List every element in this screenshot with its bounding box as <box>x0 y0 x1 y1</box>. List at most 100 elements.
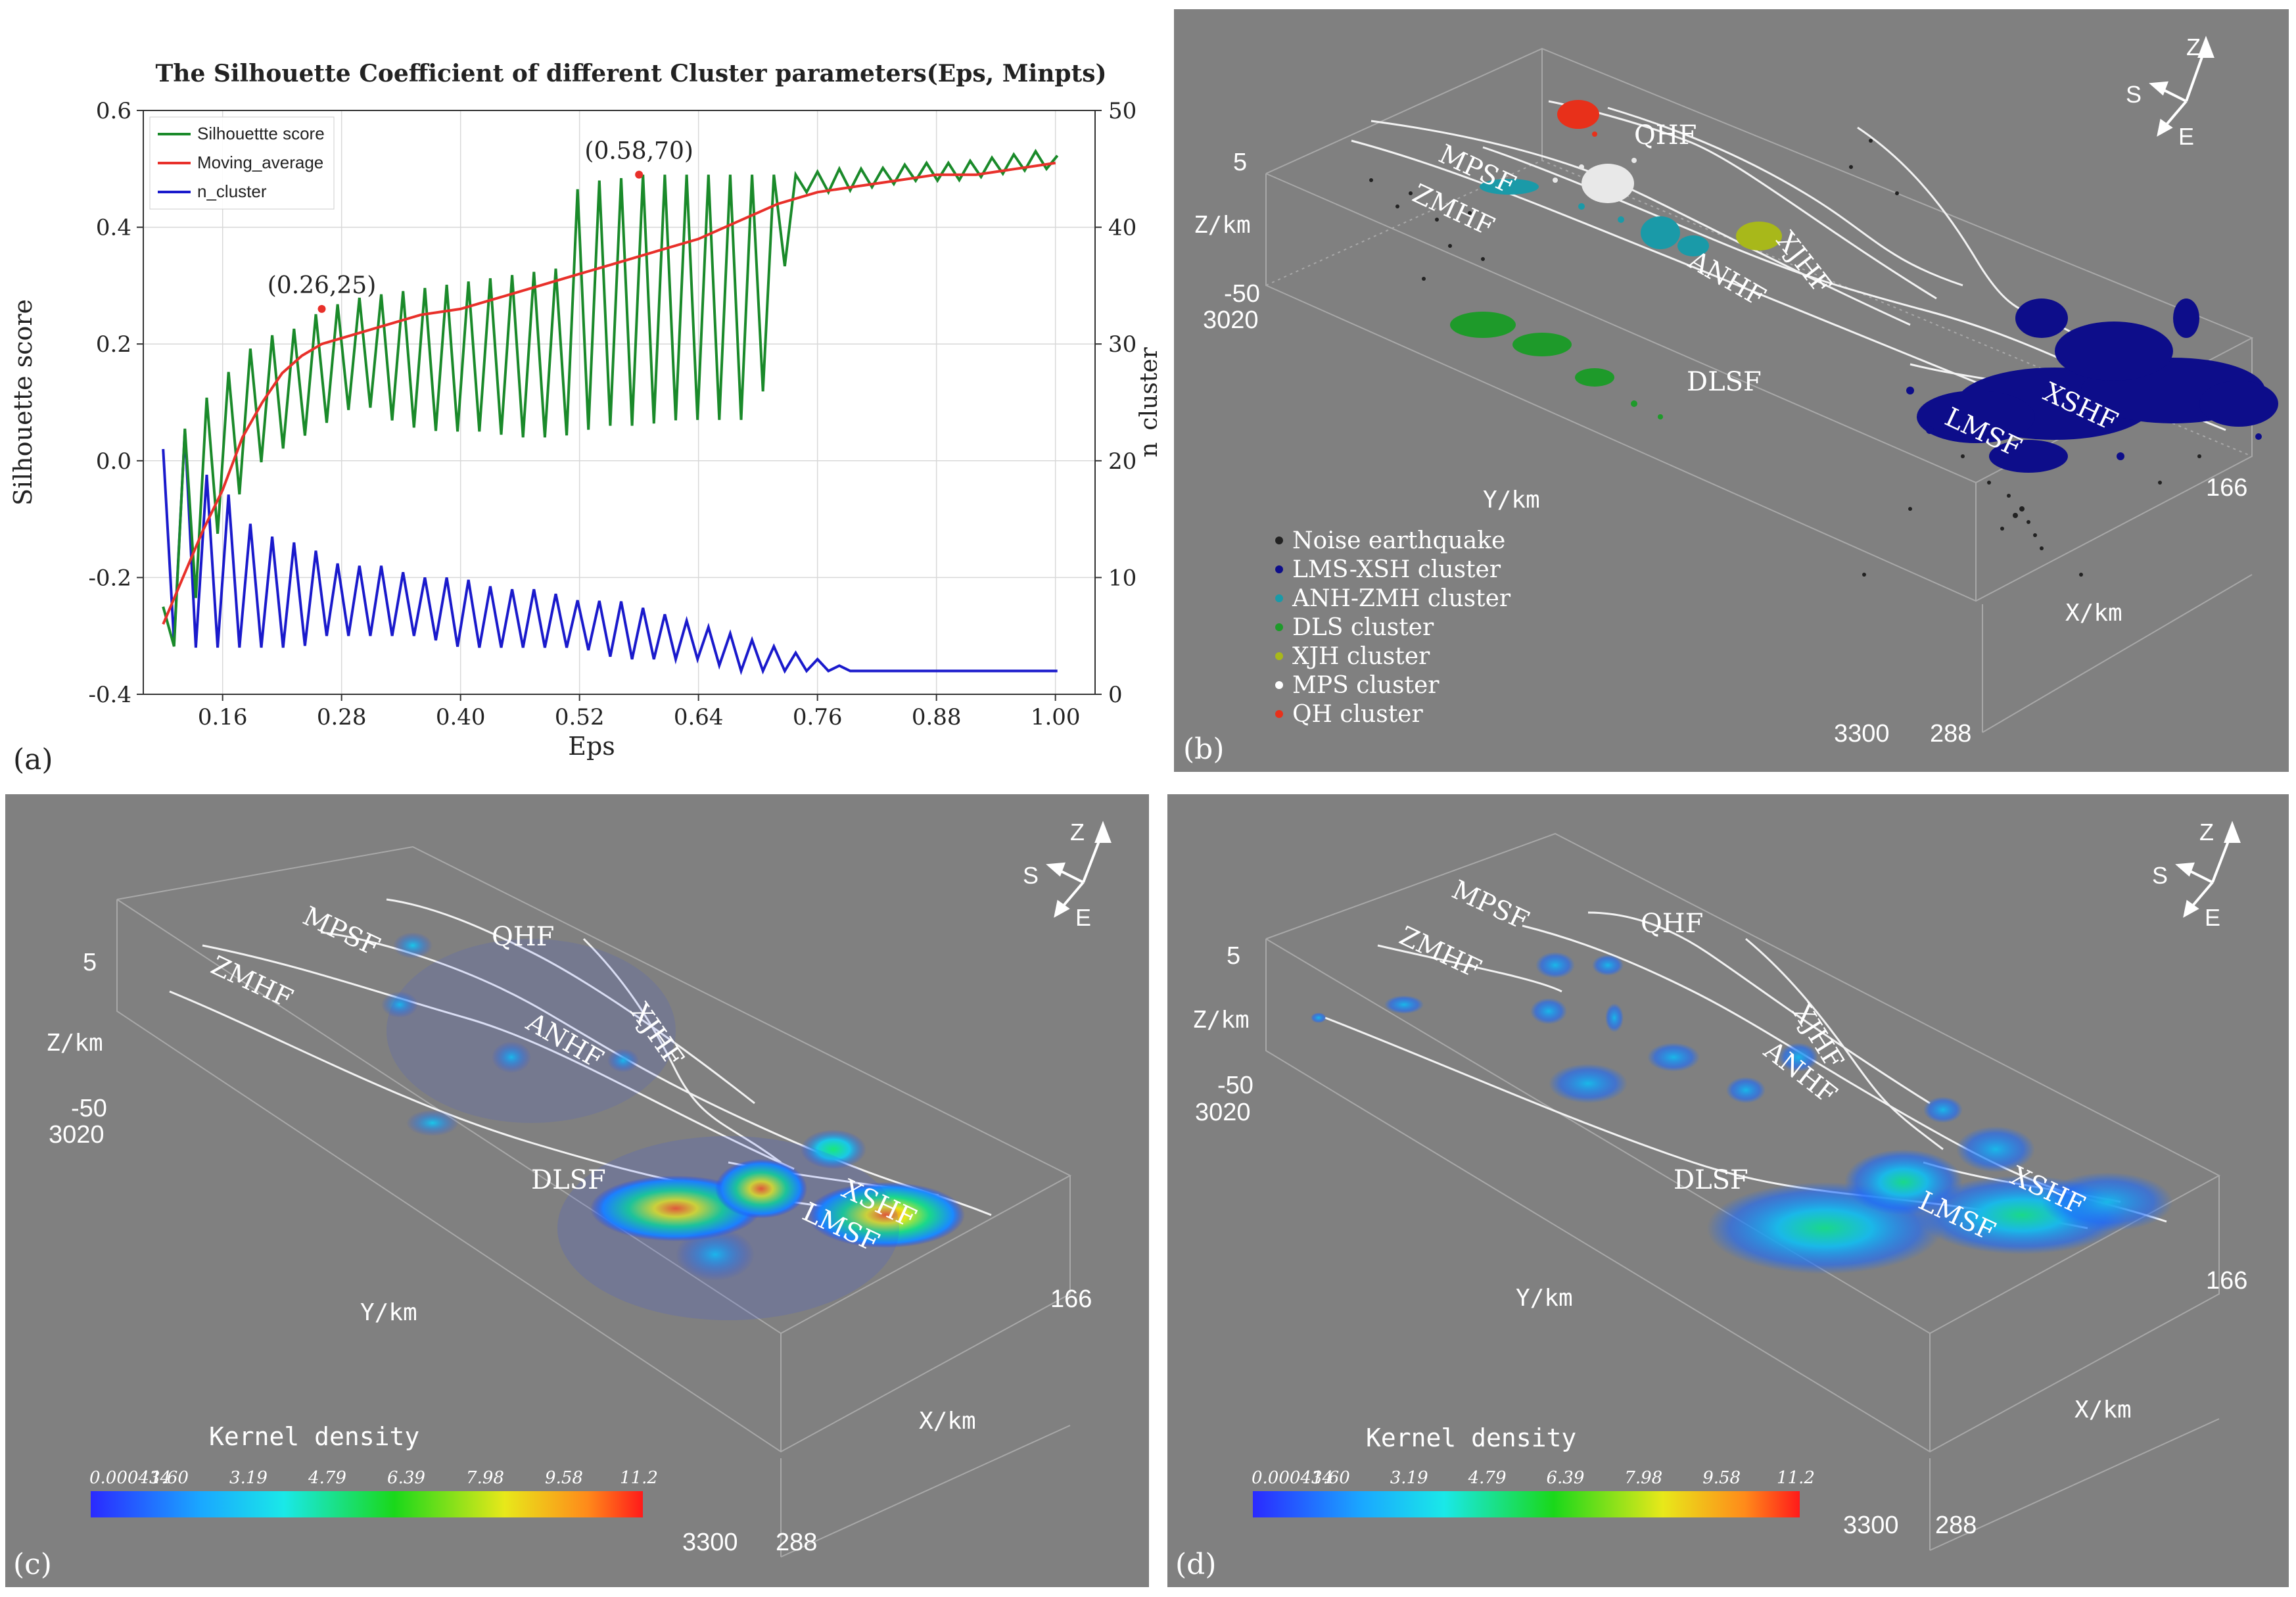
y-tick-label: 0.4 <box>96 215 131 241</box>
x-tick-label: 1.00 <box>1031 704 1081 730</box>
fault-label: DLSF <box>1674 1165 1748 1195</box>
y-axis-left: -0.4 -0.2 0.0 0.2 0.4 0.6 <box>88 98 143 708</box>
annotation-label: (0.26,25) <box>268 272 377 299</box>
compass-z: Z <box>1070 819 1085 846</box>
compass-e: E <box>2205 904 2220 931</box>
x-tick-label: 0.28 <box>317 704 367 730</box>
colorbar-tick-label: 4.79 <box>308 1468 346 1488</box>
colorbar-tick-label: 9.58 <box>545 1468 583 1488</box>
colorbar-gradient <box>91 1491 643 1517</box>
axis-tick-labels: 5 Z/km -50 3020 Y/km X/km 166 3300 288 <box>46 949 1092 1556</box>
y-tick-start: 3020 <box>1203 306 1259 334</box>
y2-tick-label: 10 <box>1108 565 1136 591</box>
colorbar-tick-label: 7.98 <box>466 1468 504 1488</box>
y2-axis-label: n_cluster <box>1136 346 1157 457</box>
cluster-anh-zmh <box>1480 179 1709 256</box>
legend-marker <box>1275 623 1283 631</box>
y2-tick-label: 30 <box>1108 331 1136 358</box>
legend-entry: XJH cluster <box>1292 643 1430 670</box>
legend-marker <box>1275 536 1283 544</box>
compass-z: Z <box>2186 34 2201 60</box>
fault-label: DLSF <box>1687 367 1762 397</box>
y2-tick-label: 0 <box>1108 682 1123 708</box>
bounding-box <box>116 846 1072 1558</box>
fault-label: QHF <box>1634 120 1697 151</box>
axis-tick-labels: 5 Z/km -50 3020 Y/km X/km 166 3300 288 <box>1194 149 2247 748</box>
colorbar-tick-label: 1.60 <box>1312 1468 1350 1488</box>
fault-label: MPSF <box>1447 874 1534 936</box>
y-tick-end: 3300 <box>682 1529 738 1556</box>
y-axis-label: Y/km <box>360 1299 417 1326</box>
legend: Silhouettte score Moving_average n_clust… <box>149 116 335 210</box>
x-tick-label: 0.52 <box>555 704 605 730</box>
colorbar-tick-label: 0.000434 <box>89 1468 171 1488</box>
colorbar-tick-label: 3.19 <box>1390 1468 1428 1488</box>
kernel-density-volume-view: MPSF QHF ZMHF ANHF XJHF DLSF XSHF LMSF 5… <box>1175 819 2247 1581</box>
y-tick-label: -0.4 <box>88 682 131 708</box>
fault-label: QHF <box>1641 909 1703 939</box>
annotation-marker <box>317 304 326 313</box>
orientation-compass: Z S E <box>2152 819 2241 931</box>
compass-e: E <box>1075 904 1091 931</box>
panel-letter: (b) <box>1183 732 1225 766</box>
panel-letter: (c) <box>13 1548 52 1581</box>
y2-tick-label: 20 <box>1108 448 1136 475</box>
colorbar-tick-label: 11.2 <box>620 1468 658 1488</box>
y-tick-label: -0.2 <box>88 565 131 591</box>
silhouette-chart: The Silhouette Coefficient of different … <box>9 60 1163 776</box>
x-tick-end: 166 <box>1050 1285 1092 1313</box>
y-axis-label: Silhouette score <box>9 299 37 506</box>
legend-entry: Noise earthquake <box>1292 527 1505 554</box>
annotation-label: (0.58,70) <box>584 138 693 165</box>
density-blobs <box>1311 952 2173 1274</box>
y-tick-end: 3300 <box>1843 1512 1899 1539</box>
fault-label: DLSF <box>531 1165 606 1195</box>
x-tick-start: 288 <box>1930 720 1971 748</box>
bounding-box <box>1265 47 2254 733</box>
bounding-box <box>1265 832 2221 1551</box>
y-tick-label: 0.2 <box>96 331 131 358</box>
legend-marker <box>1275 681 1283 689</box>
legend-entry: MPS cluster <box>1292 672 1440 699</box>
legend-entry: DLS cluster <box>1292 614 1434 641</box>
z-axis-label: Z/km <box>1192 1007 1250 1034</box>
cluster-xjh <box>1736 222 1782 250</box>
y2-tick-label: 50 <box>1108 98 1136 124</box>
x-axis-label: X/km <box>919 1408 976 1435</box>
fault-label: QHF <box>492 922 554 952</box>
orientation-compass: Z S E <box>1023 819 1112 931</box>
legend-marker <box>1275 594 1283 602</box>
orientation-compass: Z S E <box>2126 34 2214 150</box>
z-tick-bottom: -50 <box>71 1095 107 1122</box>
density-points <box>381 932 965 1320</box>
z-axis-label: Z/km <box>46 1030 103 1057</box>
annotation-marker <box>635 170 644 179</box>
legend-entry: ANH-ZMH cluster <box>1292 585 1511 612</box>
legend-entry: Moving_average <box>197 153 323 172</box>
series-silhouette-line <box>162 149 1059 647</box>
panel-b: MPSF QHF ZMHF ANHF XJHF DLSF XSHF LMSF 5… <box>1174 9 2289 772</box>
panel-d: MPSF QHF ZMHF ANHF XJHF DLSF XSHF LMSF 5… <box>1167 794 2289 1587</box>
series-group <box>162 149 1059 676</box>
chart-title: The Silhouette Coefficient of different … <box>155 60 1106 87</box>
fault-label: ZMHF <box>206 950 298 1014</box>
x-axis-label: X/km <box>2065 600 2122 627</box>
fault-traces <box>169 898 992 1216</box>
x-tick-end: 166 <box>2206 474 2247 502</box>
fault-label: MPSF <box>298 901 385 963</box>
x-tick-label: 0.40 <box>436 704 486 730</box>
legend-marker <box>1275 565 1283 573</box>
cluster-legend: Noise earthquake LMS-XSH cluster ANH-ZMH… <box>1275 527 1511 728</box>
compass-s: S <box>1023 862 1039 889</box>
cluster-qh <box>1557 100 1599 137</box>
colorbar-title: Kernel density <box>1366 1423 1576 1452</box>
y2-tick-label: 40 <box>1108 215 1136 241</box>
z-tick-top: 5 <box>1227 942 1240 970</box>
x-tick-start: 288 <box>1935 1512 1977 1539</box>
legend-entry: LMS-XSH cluster <box>1292 556 1501 583</box>
scatter-noise <box>1369 139 2201 577</box>
annotations: (0.26,25) (0.58,70) <box>268 138 693 313</box>
